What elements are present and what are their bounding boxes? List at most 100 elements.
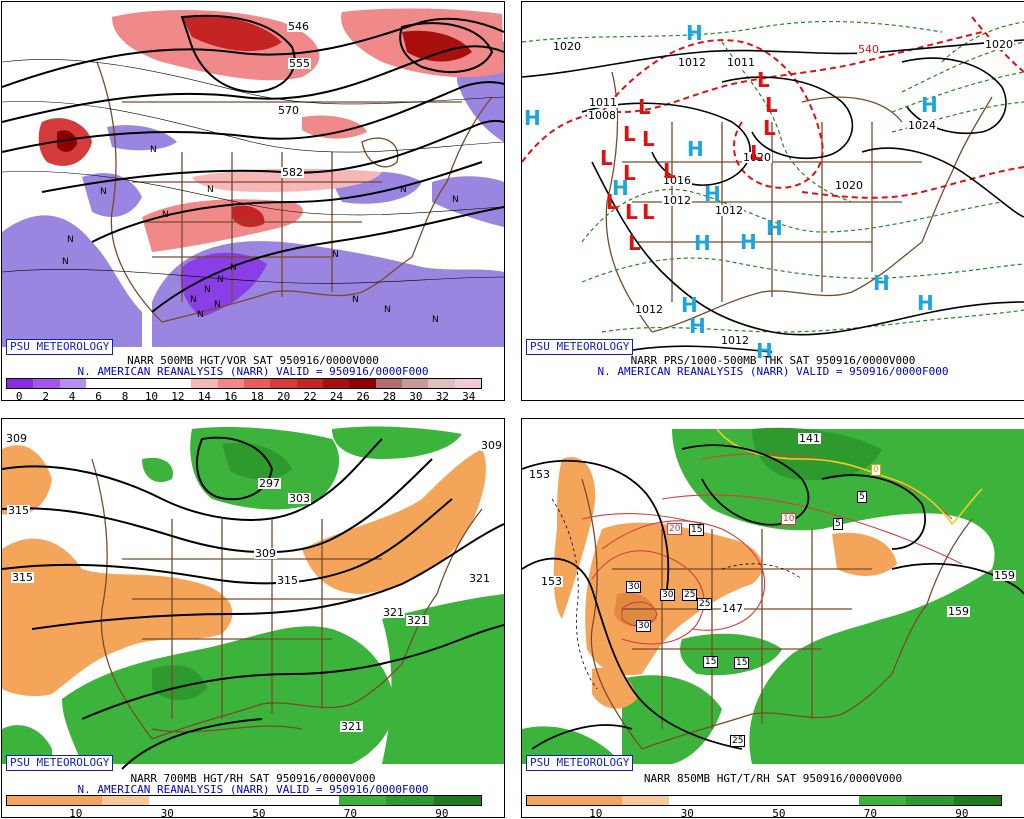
svg-text:N: N — [432, 315, 439, 325]
isobar-label: 1024 — [907, 119, 937, 132]
color-scale-ticks: 0 2 4 6 8 10 12 14 16 18 20 22 24 26 28 30 32 34 — [6, 390, 480, 401]
height-label: 141 — [798, 432, 821, 445]
high-pressure-marker: H — [612, 176, 629, 200]
color-scale-swatch — [59, 379, 86, 388]
high-pressure-marker: H — [704, 182, 721, 206]
color-scale-swatch — [191, 379, 218, 388]
svg-text:N: N — [100, 187, 107, 197]
contour-label: 555 — [288, 57, 311, 70]
map-700mb — [2, 419, 504, 817]
isobar-label: 1008 — [587, 109, 617, 122]
svg-text:N: N — [332, 250, 339, 260]
color-scale-swatch — [112, 379, 139, 388]
color-scale-tick-label: 4 — [68, 390, 76, 401]
color-scale-swatch — [244, 796, 292, 805]
isotherm-label: 30 — [636, 620, 652, 632]
svg-text:N: N — [384, 305, 391, 315]
low-pressure-marker: L — [663, 159, 676, 183]
isobar-label: 1020 — [834, 179, 864, 192]
isotherm-label: 0 — [871, 464, 881, 476]
color-scale-tick-label: 50 — [252, 807, 266, 818]
height-label: 309 — [254, 547, 277, 560]
color-scale-tick-label: 14 — [197, 390, 211, 401]
low-pressure-marker: L — [757, 68, 770, 92]
high-pressure-marker: H — [686, 21, 703, 45]
color-scale-tick-label: 34 — [462, 390, 476, 401]
isotherm-label: 5 — [857, 491, 867, 503]
low-pressure-marker: L — [606, 190, 619, 214]
high-pressure-marker: H — [694, 231, 711, 255]
caption-product: NARR PRS/1000-500MB THK SAT 950916/0000V… — [630, 354, 916, 367]
isobar-label: 1016 — [662, 174, 692, 187]
svg-text:N: N — [452, 195, 459, 205]
height-label: 315 — [276, 574, 299, 587]
color-scale-tick-label: 20 — [277, 390, 291, 401]
isobar-label: 1011 — [726, 56, 756, 69]
low-pressure-marker: L — [600, 146, 613, 170]
color-scale-swatch — [401, 379, 429, 388]
color-scale-swatch — [428, 379, 455, 388]
isotherm-label: 15 — [703, 656, 719, 668]
color-scale-swatch — [621, 796, 670, 805]
color-scale-swatch — [574, 796, 622, 805]
low-pressure-marker: L — [623, 122, 636, 146]
color-scale-swatch — [811, 796, 859, 805]
high-pressure-marker: H — [689, 314, 706, 338]
color-scale-swatch — [54, 796, 102, 805]
color-scale-swatch — [858, 796, 907, 805]
thickness-label: 540 — [857, 43, 880, 56]
caption-product: NARR 500MB HGT/VOR SAT 950916/0000V000 — [127, 354, 379, 367]
high-pressure-marker: H — [766, 216, 783, 240]
height-label: 159 — [993, 569, 1016, 582]
isobar-label: 1012 — [662, 194, 692, 207]
svg-text:N: N — [62, 257, 69, 267]
svg-text:N: N — [190, 295, 197, 305]
isobar-label: 1012 — [720, 334, 750, 347]
isotherm-label: 10 — [781, 513, 797, 525]
low-pressure-marker: L — [638, 95, 651, 119]
color-scale-swatch — [433, 796, 482, 805]
height-label: 153 — [528, 468, 551, 481]
color-scale-swatch — [375, 379, 402, 388]
isotherm-label: 15 — [689, 524, 705, 536]
color-scale-swatch — [291, 796, 339, 805]
isobar-label: 1012 — [677, 56, 707, 69]
height-label: 321 — [468, 572, 491, 585]
isobar-label: 1020 — [742, 151, 772, 164]
height-label: 315 — [11, 571, 34, 584]
height-label: 321 — [382, 606, 405, 619]
color-scale-swatch — [322, 379, 350, 388]
high-pressure-marker: H — [873, 271, 890, 295]
svg-text:N: N — [197, 310, 204, 320]
low-pressure-marker: L — [628, 231, 641, 255]
color-scale-tick-label: 12 — [171, 390, 185, 401]
color-scale-swatch — [33, 379, 60, 388]
high-pressure-marker: H — [740, 230, 757, 254]
low-pressure-marker: L — [765, 93, 778, 117]
svg-text:N: N — [217, 275, 224, 285]
psu-meteorology-logo: PSU METEOROLOGY — [526, 755, 634, 771]
color-scale-vorticity — [6, 378, 482, 389]
height-label: 147 — [721, 602, 744, 615]
isotherm-label: 5 — [833, 518, 843, 530]
psu-meteorology-logo: PSU METEOROLOGY — [6, 755, 114, 771]
isotherm-label: 30 — [660, 589, 676, 601]
map-850mb — [522, 419, 1024, 817]
color-scale-tick-label: 24 — [329, 390, 344, 401]
height-label: 309 — [5, 432, 28, 445]
isobar-label: 1012 — [634, 303, 664, 316]
isobar-label: 1020 — [552, 40, 582, 53]
color-scale-swatch — [7, 379, 34, 388]
isotherm-label: 25 — [730, 735, 746, 747]
low-pressure-marker: L — [750, 141, 763, 165]
color-scale-swatch — [149, 796, 197, 805]
color-scale-swatch — [349, 379, 376, 388]
color-scale-rh — [6, 795, 482, 806]
caption-valid-time: N. AMERICAN REANALYSIS (NARR) VALID = 95… — [77, 783, 429, 796]
high-pressure-marker: H — [687, 137, 704, 161]
panel-850mb-temp-rh: 153 153 147 159 159 141 20 15 10 5 5 0 3… — [521, 418, 1024, 818]
color-scale-swatch — [527, 796, 575, 805]
color-scale-swatch — [906, 796, 954, 805]
color-scale-swatch — [138, 379, 165, 388]
